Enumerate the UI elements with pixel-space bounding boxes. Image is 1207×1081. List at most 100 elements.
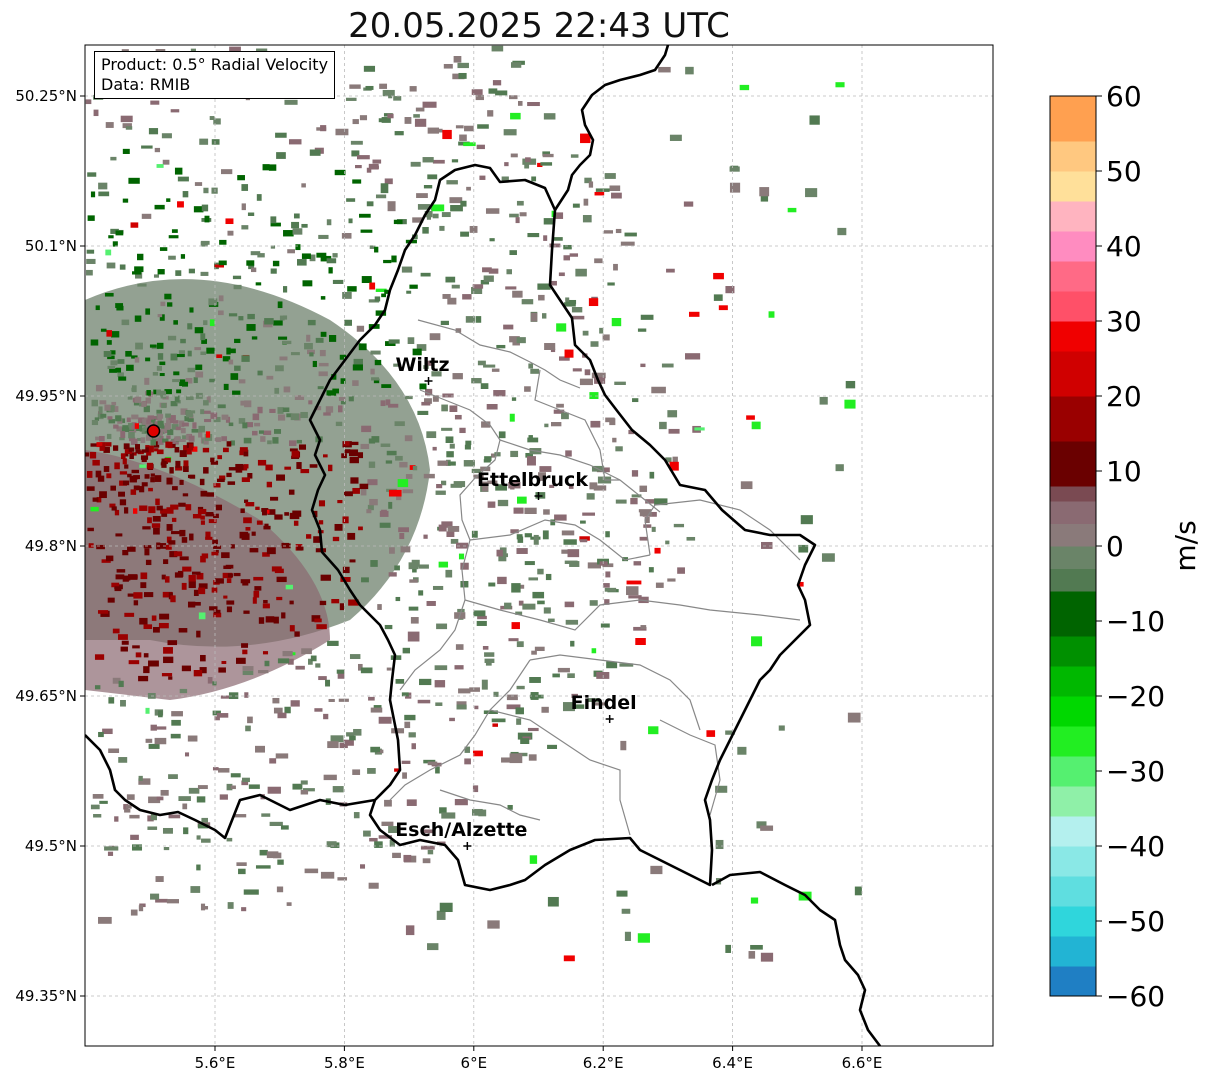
echo-cell [425,388,433,396]
echo-cell [359,483,369,490]
echo-cell [320,255,332,262]
echo-cell [171,719,181,726]
echo-cell [651,386,666,394]
echo-cell [516,685,525,690]
echo-cell [145,424,151,428]
echo-cell [122,123,132,129]
echo-cell [328,267,333,274]
echo-cell [191,428,199,433]
echo-cell [521,299,534,305]
echo-cell [158,710,163,718]
echo-cell [538,294,545,301]
echo-cell [381,117,391,123]
echo-cell [135,652,142,658]
echo-cell [184,416,190,422]
echo-cell [170,109,180,113]
echo-cell [262,603,270,609]
echo-cell [604,599,610,605]
echo-cell [589,482,598,490]
echo-cell [508,638,519,642]
echo-cell [121,640,129,645]
echo-cell [423,185,433,189]
echo-cell [152,515,161,522]
echo-cell [139,427,146,432]
echo-cell [350,441,359,446]
echo-cell [462,294,472,300]
echo-cell [228,313,238,317]
echo-cell [624,931,631,941]
echo-cell [387,201,396,212]
echo-cell [201,817,208,823]
echo-cell [492,723,498,727]
echo-cell [243,464,249,469]
echo-cell [446,451,454,458]
echo-cell [778,725,785,731]
echo-cell [149,418,156,425]
echo-cell [247,473,253,479]
echo-cell [222,572,233,579]
echo-cell [445,436,454,443]
echo-cell [591,648,597,654]
echo-cell [121,427,130,433]
city-label: Findel [571,692,637,714]
echo-cell [297,259,307,266]
echo-cell [87,215,95,221]
echo-cell [131,385,137,393]
echo-cell [534,646,545,652]
echo-cell [111,401,117,406]
echo-cell [118,680,124,688]
echo-cell [270,245,276,249]
echo-cell [476,620,487,626]
echo-cell [200,333,206,341]
echo-cell [156,796,164,801]
radar-site-marker [146,424,161,438]
echo-cell [201,838,211,843]
echo-cell [338,397,346,401]
echo-cell [191,446,198,452]
lon-tick-label: 6.2°E [583,1054,624,1072]
echo-cell [748,951,756,959]
echo-cell [181,422,189,427]
echo-cell [205,431,211,438]
echo-cell [275,365,284,372]
echo-cell [501,553,509,558]
colorbar-segment [1050,786,1096,817]
echo-cell [427,174,438,180]
echo-cell [442,294,451,299]
echo-cell [147,415,155,420]
echo-cell [545,573,552,581]
echo-cell [309,352,314,357]
echo-cell [146,451,152,456]
echo-cell [188,443,194,451]
product-info-box: Product: 0.5° Radial Velocity Data: RMIB [94,51,336,99]
echo-cell [446,180,458,185]
echo-cell [209,319,215,327]
echo-cell [388,826,400,833]
echo-cell [234,338,241,344]
echo-cell [565,619,579,625]
echo-cell [170,504,179,510]
echo-cell [337,671,345,679]
echo-cell [685,353,701,360]
echo-cell [133,400,141,406]
echo-cell [344,491,353,497]
echo-cell [295,244,301,251]
echo-cell [153,627,160,633]
echo-cell [588,181,594,188]
echo-cell [262,552,270,557]
echo-cell [102,728,113,735]
echo-cell [463,460,475,467]
echo-cell [133,485,140,491]
echo-cell [411,743,416,750]
echo-cell [407,337,415,344]
echo-cell [168,774,178,780]
colorbar-tick-label: 20 [1106,380,1142,413]
echo-cell [265,616,275,623]
echo-cell [515,707,524,715]
lat-tick-label: 49.95°N [15,387,77,405]
echo-cell [454,414,462,420]
echo-cell [135,449,141,454]
echo-cell [404,721,411,729]
echo-cell [547,896,559,907]
echo-cell [524,507,537,515]
